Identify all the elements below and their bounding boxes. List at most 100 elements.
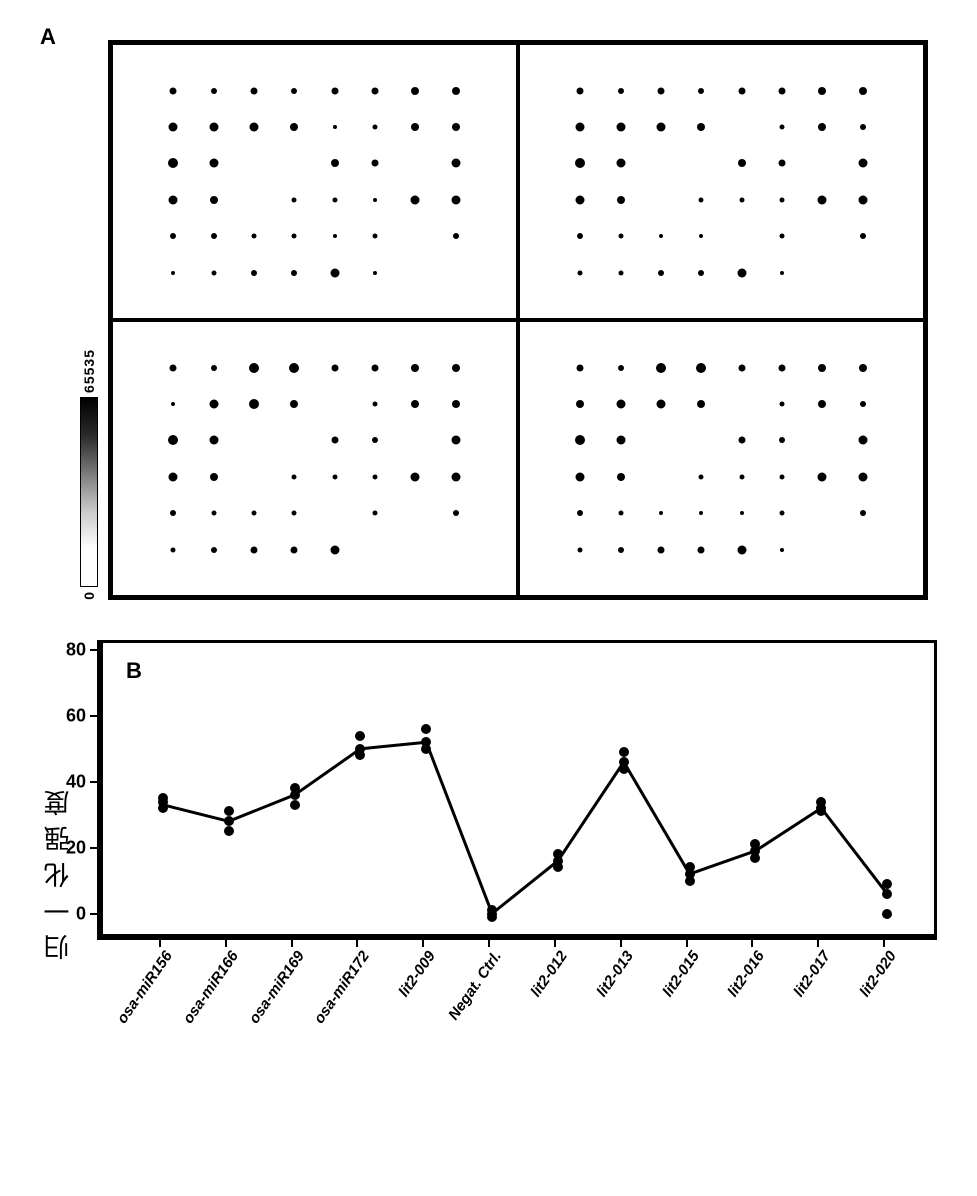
array-spot: [699, 197, 704, 202]
array-spot: [778, 364, 785, 371]
data-point: [619, 747, 629, 757]
array-quadrant: [111, 320, 518, 597]
data-point: [355, 744, 365, 754]
array-spot: [617, 473, 625, 481]
array-spot: [699, 474, 704, 479]
array-spot: [699, 234, 703, 238]
array-spot: [170, 233, 176, 239]
array-spot: [290, 400, 298, 408]
y-tick: [90, 649, 100, 651]
array-spot: [739, 474, 744, 479]
array-spot: [657, 399, 666, 408]
array-spot: [210, 473, 218, 481]
array-spot: [738, 159, 746, 167]
array-spot: [331, 437, 338, 444]
array-spot: [698, 546, 705, 553]
array-spot: [657, 122, 666, 131]
array-spot: [289, 363, 299, 373]
array-spot: [576, 122, 585, 131]
array-spot: [818, 364, 826, 372]
data-point: [421, 737, 431, 747]
array-spot: [292, 474, 297, 479]
array-spot: [171, 402, 175, 406]
data-point: [816, 797, 826, 807]
array-spot: [616, 159, 625, 168]
array-spot: [411, 472, 420, 481]
x-tick-label: Negat. Ctrl.: [445, 948, 505, 1023]
array-spot: [818, 87, 826, 95]
array-spot: [250, 122, 259, 131]
array-spot: [451, 472, 460, 481]
array-spot: [371, 160, 378, 167]
array-spot: [860, 401, 866, 407]
array-spot: [818, 400, 826, 408]
array-spot: [452, 400, 460, 408]
array-spot: [779, 197, 784, 202]
array-spot: [818, 195, 827, 204]
array-spot: [169, 472, 178, 481]
x-tick: [225, 937, 227, 947]
array-spot: [331, 87, 338, 94]
array-spot: [251, 270, 257, 276]
data-point: [685, 862, 695, 872]
array-spot: [252, 511, 257, 516]
colorbar: 65535 0: [80, 40, 98, 600]
data-point: [290, 783, 300, 793]
array-spot: [858, 195, 867, 204]
array-spot: [618, 88, 624, 94]
y-tick-label: 40: [56, 771, 86, 792]
x-tick-label: lit2-020: [856, 948, 900, 1000]
array-spot: [330, 545, 339, 554]
array-spot: [737, 268, 746, 277]
data-point: [619, 757, 629, 767]
array-spot: [411, 195, 420, 204]
array-spot: [211, 270, 216, 275]
array-spot: [738, 87, 745, 94]
array-spot: [372, 474, 377, 479]
colorbar-gradient: [80, 397, 98, 587]
panel-a-label: A: [40, 24, 70, 50]
array-spot: [656, 363, 666, 373]
x-tick-label: osa-miR169: [245, 948, 307, 1027]
array-spot: [251, 87, 258, 94]
data-point: [224, 806, 234, 816]
chart-svg: [100, 640, 940, 940]
colorbar-min: 0: [81, 591, 97, 600]
array-spot: [211, 233, 217, 239]
array-spot: [618, 547, 624, 553]
array-spot: [211, 547, 217, 553]
series-line: [163, 742, 887, 913]
array-spot: [779, 401, 784, 406]
array-spot: [698, 270, 704, 276]
array-spot: [292, 197, 297, 202]
array-quadrant: [518, 43, 925, 320]
array-spot: [779, 234, 784, 239]
array-spot: [372, 437, 378, 443]
array-spot: [738, 437, 745, 444]
array-spot: [373, 198, 377, 202]
x-tick: [817, 937, 819, 947]
array-spot: [451, 436, 460, 445]
array-spot: [698, 88, 704, 94]
array-spot: [171, 271, 175, 275]
x-tick-label: osa-miR166: [179, 948, 241, 1027]
array-spot: [577, 87, 584, 94]
line-chart: B 020406080: [97, 640, 937, 940]
array-spot: [371, 87, 378, 94]
array-spot: [168, 158, 178, 168]
array-spot: [333, 125, 337, 129]
array-spot: [411, 400, 419, 408]
array-spot: [249, 363, 259, 373]
array-spot: [330, 268, 339, 277]
array-spot: [291, 88, 297, 94]
array-spot: [332, 474, 337, 479]
array-spot: [737, 545, 746, 554]
array-spot: [779, 474, 784, 479]
array-spot: [859, 87, 867, 95]
array-spot: [616, 399, 625, 408]
array-quadrant: [518, 320, 925, 597]
array-spot: [332, 197, 337, 202]
array-spot: [249, 399, 259, 409]
array-spot: [411, 364, 419, 372]
array-quadrant: [111, 43, 518, 320]
